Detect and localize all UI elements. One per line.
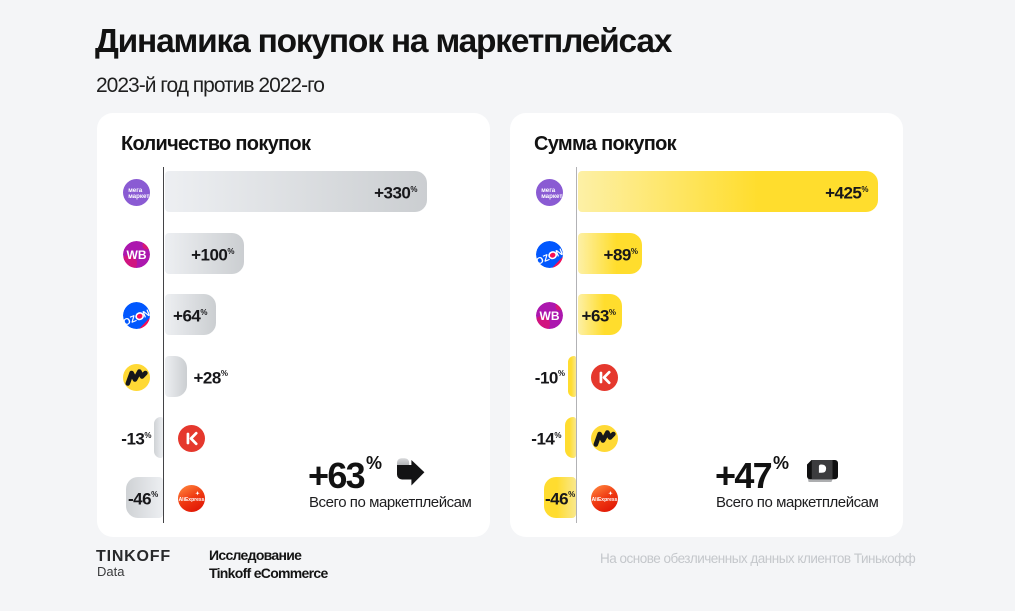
svg-text:WB: WB: [126, 248, 146, 262]
svg-text:WB: WB: [539, 309, 559, 323]
svg-text:мега: мега: [541, 187, 556, 194]
svg-text:мега: мега: [128, 187, 143, 194]
svg-text:маркет: маркет: [541, 193, 562, 200]
svg-text:AliExpress: AliExpress: [178, 497, 204, 503]
svg-text:AliExpress: AliExpress: [591, 497, 617, 503]
svg-text:маркет: маркет: [128, 193, 149, 200]
